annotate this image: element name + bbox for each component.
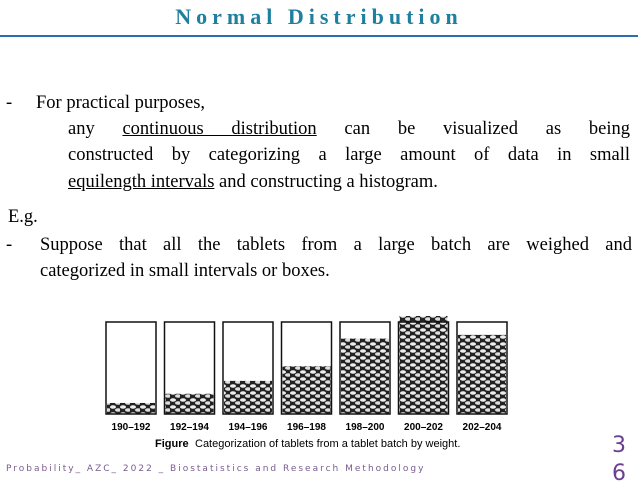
tablet-fill bbox=[165, 393, 214, 414]
tablet-fill bbox=[107, 402, 155, 414]
box bbox=[397, 321, 450, 415]
footer: Probability_ AZC_ 2022 _ Biostatistics a… bbox=[6, 464, 426, 474]
tablet-fill bbox=[399, 316, 448, 414]
box bbox=[105, 321, 157, 415]
text-line: any continuous distribution can be visua… bbox=[68, 119, 630, 140]
text-line: equilength intervals and constructing a … bbox=[68, 172, 438, 193]
example-label: E.g. bbox=[8, 207, 38, 227]
box-label: 192–194 bbox=[170, 422, 209, 433]
bullet-marker: - bbox=[6, 235, 13, 255]
bullet-marker: - bbox=[6, 93, 13, 113]
caption: Categorization of tablets from a tablet … bbox=[195, 438, 460, 450]
box bbox=[339, 321, 391, 415]
text-line: constructed by categorizing a large amou… bbox=[68, 145, 630, 165]
page-number: 36 bbox=[612, 433, 626, 486]
text: can be visualized as being bbox=[344, 119, 630, 139]
box bbox=[222, 321, 274, 415]
figure: 190–192 192–194 194–196 196–198 198–200 200–2… bbox=[105, 316, 508, 450]
underlined-text: equilength intervals bbox=[68, 172, 215, 192]
text: and constructing a histogram. bbox=[219, 172, 438, 192]
box-label: 202–204 bbox=[463, 422, 502, 433]
text-line: categorized in small intervals or boxes. bbox=[40, 261, 330, 281]
tablet-fill bbox=[224, 380, 272, 414]
box-label: 194–196 bbox=[229, 422, 268, 433]
box bbox=[280, 321, 333, 415]
text: any bbox=[68, 119, 95, 139]
box bbox=[456, 321, 508, 415]
tablet-fill bbox=[341, 338, 389, 414]
bullet-lead: For practical purposes, bbox=[36, 93, 206, 113]
caption-label: Figure bbox=[155, 438, 189, 450]
tablet-fill bbox=[282, 366, 331, 414]
title-rule bbox=[0, 35, 638, 37]
box bbox=[163, 321, 216, 415]
box-label: 196–198 bbox=[287, 422, 326, 433]
underlined-text: continuous distribution bbox=[122, 119, 317, 139]
slide: Normal Distribution - For practical purp… bbox=[0, 4, 638, 486]
box-label: 190–192 bbox=[112, 422, 151, 433]
slide-title: Normal Distribution bbox=[175, 4, 463, 29]
tablet-fill bbox=[458, 334, 506, 414]
box-label: 198–200 bbox=[346, 422, 385, 433]
box-label: 200–202 bbox=[404, 422, 443, 433]
text-line: Suppose that all the tablets from a larg… bbox=[40, 235, 632, 255]
